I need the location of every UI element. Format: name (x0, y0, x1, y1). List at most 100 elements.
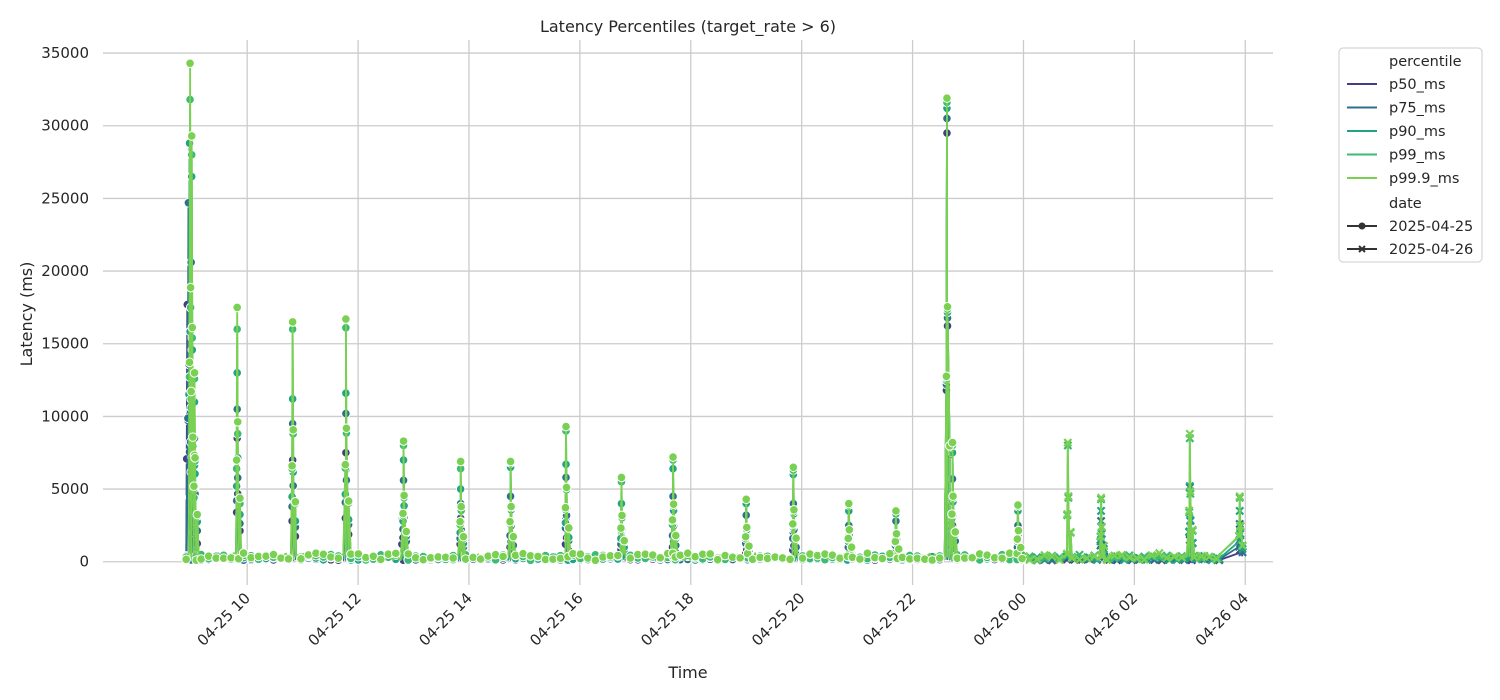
data-point (1154, 548, 1164, 558)
data-point (941, 371, 952, 382)
y-tick-label: 10000 (41, 407, 89, 425)
data-point (456, 501, 467, 512)
y-tick-label: 35000 (41, 44, 89, 62)
data-point (616, 472, 627, 483)
plot-background (103, 40, 1273, 585)
data-point (341, 423, 352, 434)
data-point (508, 531, 519, 542)
data-point (1067, 553, 1077, 563)
data-point (1040, 553, 1049, 562)
data-point (671, 530, 681, 541)
data-point (376, 554, 386, 565)
data-point (1188, 525, 1197, 535)
data-point (667, 515, 678, 525)
data-point (498, 551, 508, 562)
data-point (399, 490, 409, 501)
data-point (1099, 541, 1109, 551)
data-point (187, 322, 198, 333)
data-point (448, 553, 458, 563)
data-point (1117, 550, 1127, 560)
data-point (625, 553, 636, 563)
data-point (1097, 522, 1107, 531)
y-tick-label: 20000 (41, 262, 89, 280)
data-point (185, 282, 196, 293)
data-point (232, 302, 242, 313)
y-axis-label: Latency (ms) (17, 262, 36, 367)
data-point (181, 554, 191, 565)
legend-style-label: 2025-04-25 (1389, 219, 1473, 235)
x-tick-label: 04-25 22 (859, 589, 919, 649)
data-point (947, 509, 957, 519)
data-point (846, 542, 857, 553)
data-point (287, 461, 297, 471)
data-point (950, 527, 961, 537)
data-point (997, 553, 1007, 564)
data-point (1015, 542, 1026, 553)
data-point (1234, 531, 1244, 540)
data-point (1096, 493, 1106, 503)
data-point (186, 131, 197, 141)
legend-label: p50_ms (1389, 77, 1446, 93)
data-point (789, 504, 799, 515)
data-point (1238, 541, 1247, 550)
x-tick-label: 04-25 18 (637, 589, 697, 649)
data-point (616, 523, 626, 533)
data-point (619, 535, 630, 546)
data-point (668, 499, 679, 509)
legend-hue-title: percentile (1389, 54, 1462, 70)
data-point (1062, 509, 1072, 519)
data-point (617, 510, 627, 521)
data-point (401, 526, 412, 537)
data-point (1235, 521, 1245, 531)
data-point (1125, 553, 1134, 562)
data-point (877, 553, 888, 564)
data-point (333, 553, 344, 564)
data-point (185, 58, 195, 69)
data-point (844, 524, 855, 535)
data-point (1063, 438, 1073, 447)
data-point (788, 519, 798, 529)
legend-hue-items: p50_ms p75_ms p90_ms p99_ms p99.9_ms (1347, 77, 1459, 187)
data-point (403, 549, 414, 559)
data-point (885, 548, 895, 559)
data-point (785, 554, 795, 565)
x-tick-label: 04-26 04 (1192, 589, 1252, 649)
data-point (942, 301, 953, 312)
chart-title: Latency Percentiles (target_rate > 6) (540, 17, 836, 37)
data-point (735, 553, 745, 563)
data-point (668, 452, 678, 462)
data-point (1162, 553, 1172, 563)
data-point (655, 553, 666, 563)
x-tick-label: 04-26 00 (970, 589, 1030, 649)
data-point (506, 501, 516, 512)
x-tick-label: 04-25 10 (194, 589, 254, 649)
data-point (398, 508, 408, 519)
data-point (1075, 555, 1084, 565)
data-point (843, 533, 854, 544)
y-tick-label: 15000 (41, 335, 89, 353)
data-point (788, 462, 799, 473)
data-point (1066, 527, 1075, 537)
y-tick-labels: 0 5000 10000 15000 20000 25000 30000 35000 (41, 44, 89, 571)
data-point (741, 494, 752, 505)
data-point (1132, 553, 1142, 563)
data-point (862, 548, 873, 559)
legend-marker-circle (1358, 222, 1366, 230)
data-point (235, 493, 245, 503)
legend-label: p75_ms (1389, 101, 1446, 117)
data-point (563, 523, 574, 533)
data-point (398, 436, 409, 446)
data-point (340, 459, 351, 470)
data-point (705, 549, 715, 559)
data-point (741, 522, 752, 533)
data-point (1025, 555, 1034, 565)
data-point (1047, 552, 1057, 561)
data-point (575, 549, 586, 559)
y-tick-label: 5000 (51, 480, 89, 498)
x-tick-labels: 04-25 10 04-25 12 04-25 14 04-25 16 04-25 18… (194, 589, 1253, 649)
y-tick-label: 0 (79, 553, 89, 571)
data-point (1064, 491, 1073, 501)
data-point (1197, 551, 1207, 561)
data-point (455, 516, 465, 527)
